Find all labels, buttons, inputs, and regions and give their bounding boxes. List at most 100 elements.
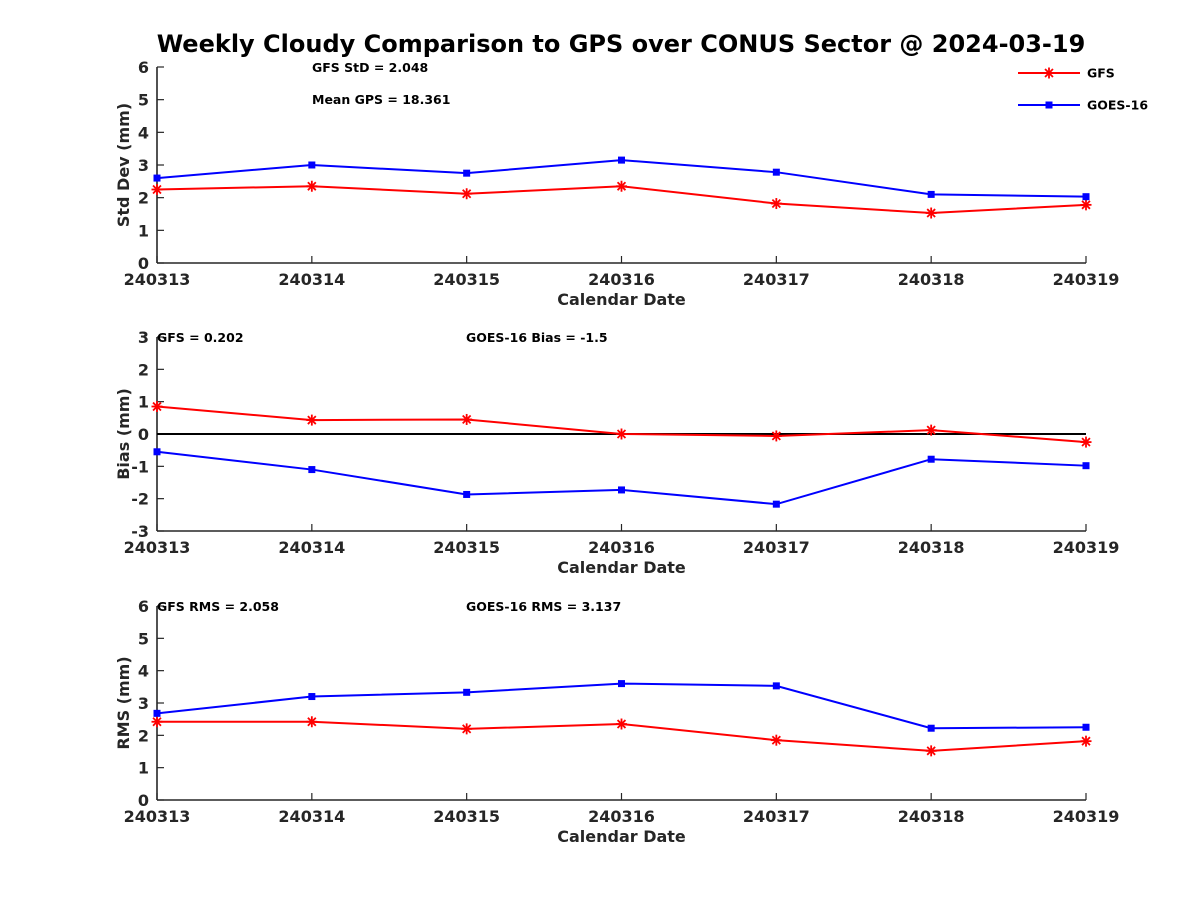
series-gfs [151, 716, 1092, 757]
data-point [772, 682, 780, 690]
x-tick-label: 240318 [898, 270, 965, 289]
y-tick-label: 3 [138, 328, 149, 347]
data-point [151, 184, 163, 195]
x-tick-label: 240316 [588, 538, 655, 557]
figure-title: Weekly Cloudy Comparison to GPS over CON… [156, 30, 1086, 58]
y-tick-label: 0 [138, 425, 149, 444]
data-point [770, 734, 782, 746]
data-point [1082, 462, 1090, 470]
data-point [153, 174, 161, 182]
series-gfs [151, 401, 1092, 448]
annotation-text: GOES-16 RMS = 3.137 [466, 599, 621, 614]
x-tick-label: 240313 [124, 270, 191, 289]
x-tick-label: 240316 [588, 270, 655, 289]
y-tick-label: 5 [138, 91, 149, 110]
x-tick-label: 240317 [743, 270, 810, 289]
data-point [616, 180, 627, 192]
x-axis-label: Calendar Date [557, 558, 686, 577]
data-point [461, 188, 473, 200]
y-tick-label: 4 [138, 123, 149, 142]
x-tick-label: 240313 [124, 807, 191, 826]
data-point [461, 723, 473, 735]
data-point [925, 745, 937, 757]
y-tick-label: 6 [138, 58, 149, 77]
x-tick-label: 240316 [588, 807, 655, 826]
y-axis-label: Std Dev (mm) [114, 103, 133, 227]
data-point [618, 680, 625, 688]
y-axis-label: Bias (mm) [114, 388, 133, 480]
legend-label: GFS [1087, 66, 1115, 81]
y-tick-label: 6 [138, 597, 149, 616]
y-tick-label: 1 [138, 759, 149, 778]
y-tick-label: 3 [138, 156, 149, 175]
data-point [153, 448, 161, 456]
annotation-text: GOES-16 Bias = -1.5 [466, 330, 608, 345]
data-point [151, 401, 163, 413]
x-tick-label: 240317 [743, 807, 810, 826]
y-tick-label: 2 [138, 726, 149, 745]
x-tick-label: 240317 [743, 538, 810, 557]
data-point [770, 198, 782, 210]
data-point [770, 430, 782, 442]
legend-entry-goes-16: GOES-16 [1018, 98, 1148, 113]
data-point [927, 455, 935, 463]
data-point [925, 207, 937, 219]
x-tick-label: 240314 [278, 270, 345, 289]
data-point [308, 693, 316, 701]
data-point [1080, 436, 1092, 448]
data-point [772, 500, 780, 508]
data-point [306, 414, 318, 426]
y-tick-label: 5 [138, 629, 149, 648]
data-point [927, 724, 935, 732]
annotation-text: GFS = 0.202 [157, 330, 244, 345]
data-point [1082, 723, 1090, 731]
series-goes-16 [153, 448, 1090, 508]
y-tick-label: 0 [138, 791, 149, 810]
legend-marker [1045, 101, 1053, 109]
y-tick-label: 0 [138, 254, 149, 273]
x-tick-label: 240319 [1053, 538, 1120, 557]
y-tick-label: -1 [131, 457, 149, 476]
data-point [772, 168, 780, 176]
y-tick-label: 3 [138, 694, 149, 713]
legend-label: GOES-16 [1087, 98, 1148, 113]
x-tick-label: 240314 [278, 807, 345, 826]
legend: GFS GOES-16 [1018, 66, 1148, 113]
std-dev-panel: 0 1 2 3 4 5 6 240313 240314 240315 240316 240317 240… [114, 58, 1119, 309]
data-point [463, 490, 471, 498]
data-point [618, 486, 625, 494]
x-axis-label: Calendar Date [557, 290, 686, 309]
y-tick-label: 1 [138, 393, 149, 412]
data-point [616, 718, 627, 730]
x-axis-label: Calendar Date [557, 827, 686, 846]
data-point [308, 466, 316, 474]
series-line [156, 450, 1087, 506]
data-point [463, 169, 471, 177]
y-tick-label: -2 [131, 490, 149, 509]
x-tick-label: 240318 [898, 807, 965, 826]
x-tick-label: 240319 [1053, 807, 1120, 826]
rms-panel: 0 1 2 3 4 5 6 240313 240314 240315 240316 240317 240… [114, 597, 1119, 846]
x-tick-label: 240315 [433, 807, 500, 826]
y-tick-label: 4 [138, 662, 149, 681]
x-tick-label: 240319 [1053, 270, 1120, 289]
data-point [153, 709, 161, 717]
legend-entry-gfs: GFS [1018, 66, 1115, 81]
series-gfs [151, 180, 1092, 219]
data-point [1082, 193, 1090, 201]
y-tick-label: 1 [138, 221, 149, 240]
y-tick-label: 2 [138, 360, 149, 379]
data-point [925, 424, 937, 436]
x-tick-label: 240314 [278, 538, 345, 557]
data-point [151, 716, 163, 728]
data-point [461, 413, 473, 425]
x-tick-label: 240315 [433, 538, 500, 557]
data-point [306, 716, 318, 728]
y-axis-label: RMS (mm) [114, 656, 133, 749]
annotation-text: GFS StD = 2.048 [312, 60, 428, 75]
x-tick-label: 240315 [433, 270, 500, 289]
x-tick-label: 240313 [124, 538, 191, 557]
y-tick-label: -3 [131, 522, 149, 541]
series-goes-16 [153, 680, 1090, 732]
y-tick-label: 2 [138, 189, 149, 208]
